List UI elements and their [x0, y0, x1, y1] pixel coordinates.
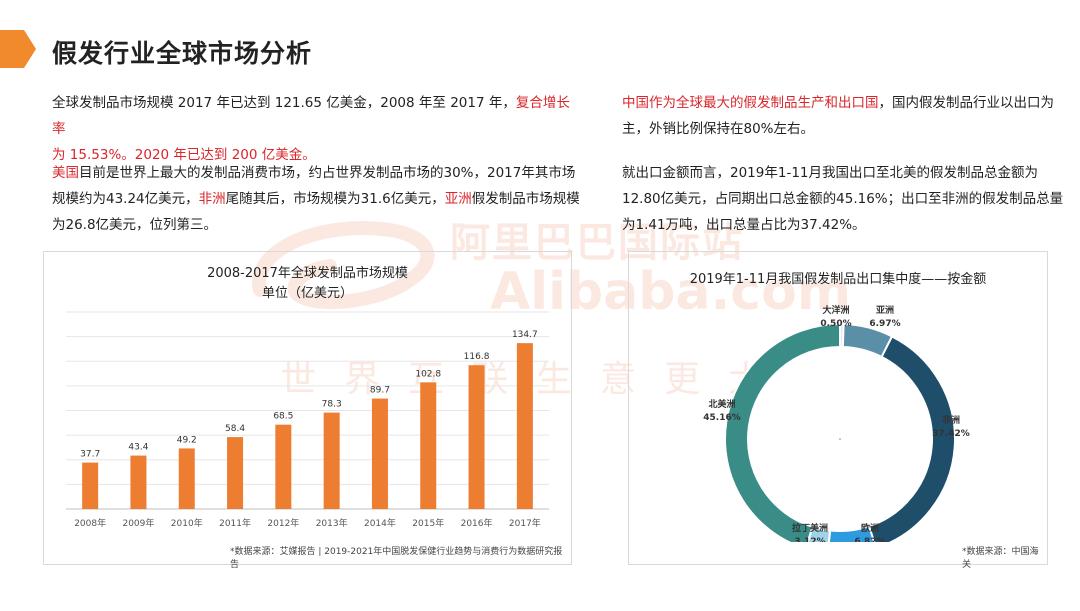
bar-value-label: 102.8 [415, 369, 441, 379]
x-tick-label: 2008年 [74, 517, 106, 529]
x-tick-label: 2012年 [267, 517, 299, 529]
donut-chart-panel: 2019年1-11月我国假发制品出口集中度——按金额 大洋洲 0.50% 亚洲 6.9… [628, 251, 1048, 570]
donut-label-pct: 3.12% [794, 537, 825, 542]
right-p1-text-c: 主，外销比例保持在80%左右。 [622, 121, 815, 137]
left-paragraph-2: 美国目前是世界上最大的发制品消费市场，约占世界发制品市场的30%，2017年其市… [52, 160, 592, 238]
donut-label-name: 拉丁美洲 [792, 522, 828, 534]
bar [82, 462, 99, 509]
x-tick-label: 2015年 [412, 517, 444, 529]
bar-value-label: 58.4 [225, 424, 245, 434]
right-p2-text-b: 12.80亿美元，占同期出口总金额的45.16%；出口至非洲的假发制品总量 [622, 191, 1064, 207]
bar [178, 448, 195, 509]
left-p2-text-g: 假发制品市场规模 [471, 191, 580, 207]
bar [516, 343, 533, 509]
bar [323, 412, 340, 509]
donut-label-name: 北美洲 [708, 398, 735, 410]
bar [275, 424, 292, 509]
donut-label-pct: 0.50% [820, 319, 851, 329]
left-p1-highlight-2020: 为 15.53%。2020 年已达到 200 亿美金。 [52, 147, 316, 163]
right-p1-text-b: ，国内假发制品行业以出口为 [878, 95, 1055, 111]
left-p2-text-h: 为26.8亿美元，位列第三。 [52, 217, 218, 233]
x-tick-label: 2013年 [316, 517, 348, 529]
bar [227, 437, 244, 509]
donut-label-name: 亚洲 [876, 305, 894, 316]
bar-chart: 37.7 2008年 43.4 2009年 49.2 2010年 58.4 2011年 68.5… [66, 311, 549, 529]
bar-value-label: 49.2 [177, 435, 197, 445]
bar-chart-source: *数据来源：艾媒报告 | 2019-2021年中国脱发保健行业趋势与消费行为数据… [230, 547, 563, 570]
left-paragraph-1: 全球发制品市场规模 2017 年已达到 121.65 亿美金，2008 年至 2… [52, 90, 582, 168]
left-p1-text-a: 全球发制品市场规模 2017 年已达到 121.65 亿美金，2008 年至 2… [52, 95, 516, 111]
bar-value-label: 134.7 [512, 330, 538, 340]
donut-chart: 大洋洲 0.50% 亚洲 6.97% 非洲 37.42% 欧洲 6.82% 拉丁美洲 3.12% 北… [703, 304, 970, 542]
bar [371, 398, 388, 509]
right-p1-highlight-china: 中国作为全球最大的假发制品生产和出口国 [622, 95, 879, 111]
page-title: 假发行业全球市场分析 [52, 39, 313, 68]
donut-slice [867, 335, 956, 542]
donut-label-name: 欧洲 [861, 522, 879, 534]
right-p2-text-a: 就出口金额而言，2019年1-11月我国出口至北美的假发制品总金额为 [622, 165, 1038, 181]
donut-slice [724, 322, 841, 542]
left-p2-highlight-asia: 亚洲 [444, 191, 472, 207]
donut-chart-title: 2019年1-11月我国假发制品出口集中度——按金额 [689, 272, 987, 287]
bar-value-label: 78.3 [322, 400, 342, 410]
right-p2-text-c: 为1.41万吨，出口总量占比为37.42%。 [622, 217, 866, 233]
bar-chart-title: 2008-2017年全球发制品市场规模 [207, 266, 408, 281]
title-accent-shape [0, 30, 36, 68]
right-paragraph-2: 就出口金额而言，2019年1-11月我国出口至北美的假发制品总金额为 12.80… [622, 160, 1072, 238]
x-tick-label: 2017年 [509, 517, 541, 529]
left-p2-text-b: 目前是世界上最大的发制品消费市场，约占世界发制品市场的30%，2017年其市场 [79, 165, 576, 181]
x-tick-label: 2016年 [461, 517, 493, 529]
x-tick-label: 2009年 [122, 517, 154, 529]
x-tick-label: 2010年 [171, 517, 203, 529]
donut-label-pct: 37.42% [932, 429, 970, 439]
bar-chart-subtitle: 单位（亿美元） [261, 286, 353, 301]
bar-value-label: 116.8 [464, 352, 490, 362]
left-p2-highlight-usa: 美国 [52, 165, 79, 181]
donut-chart-source: *数据来源：中国海关 [962, 547, 1039, 570]
donut-label-name: 非洲 [942, 414, 960, 426]
donut-label-name: 大洋洲 [822, 304, 849, 316]
left-p1-highlight-cagr: 复合增长率 [52, 95, 570, 137]
donut-center-dot [839, 438, 841, 440]
x-tick-label: 2014年 [364, 517, 396, 529]
bar-chart-title-block: 2008-2017年全球发制品市场规模 单位（亿美元） [44, 264, 571, 304]
donut-label-pct: 45.16% [703, 413, 741, 423]
left-p2-text-e: 尾随其后，市场规模为31.6亿美元， [225, 191, 445, 207]
bar-value-label: 89.7 [370, 386, 390, 396]
bar-value-label: 68.5 [273, 412, 293, 422]
bar [468, 365, 485, 509]
right-paragraph-1: 中国作为全球最大的假发制品生产和出口国，国内假发制品行业以出口为 主，外销比例保… [622, 90, 1072, 142]
bar-value-label: 43.4 [128, 443, 148, 453]
bar-chart-panel: 2008-2017年全球发制品市场规模 单位（亿美元） 37.7 2008年 43.… [43, 251, 572, 570]
left-p2-highlight-africa: 非洲 [198, 191, 226, 207]
bar-value-label: 37.7 [80, 450, 100, 460]
x-tick-label: 2011年 [219, 517, 251, 529]
bar [420, 382, 437, 509]
bar [130, 455, 147, 509]
donut-label-pct: 6.82% [854, 537, 885, 542]
donut-label-pct: 6.97% [869, 319, 900, 329]
left-p2-text-c: 规模约为43.24亿美元， [52, 191, 199, 207]
